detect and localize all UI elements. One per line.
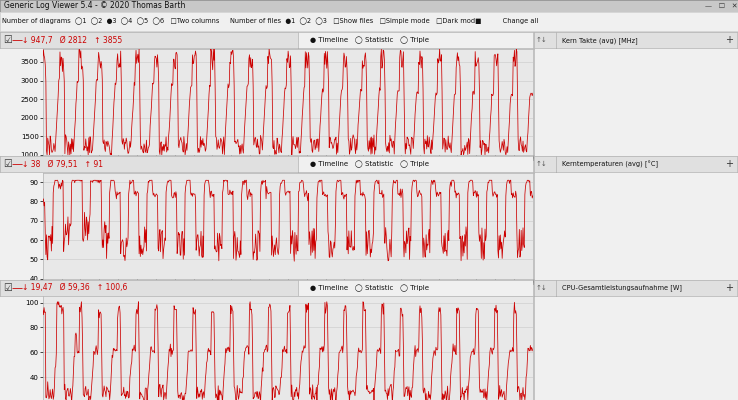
Text: —: — (12, 36, 23, 46)
Text: +: + (725, 159, 733, 169)
Text: ↑↓: ↑↓ (536, 161, 548, 167)
Text: Number of diagrams  ◯1  ◯2  ●3  ◯4  ◯5  ◯6   □Two columns     Number of files  ●: Number of diagrams ◯1 ◯2 ●3 ◯4 ◯5 ◯6 □Tw… (2, 18, 539, 25)
Text: ↑↓: ↑↓ (536, 285, 548, 291)
Text: ↓ 19,47   Ø 59,36   ↑ 100,6: ↓ 19,47 Ø 59,36 ↑ 100,6 (22, 283, 128, 292)
Text: —: — (12, 159, 23, 169)
Text: ● Timeline   ◯ Statistic   ◯ Triple: ● Timeline ◯ Statistic ◯ Triple (310, 284, 429, 292)
Text: +: + (725, 283, 733, 293)
Text: ↓ 947,7   Ø 2812   ↑ 3855: ↓ 947,7 Ø 2812 ↑ 3855 (22, 36, 123, 45)
Text: ☑: ☑ (4, 36, 13, 46)
X-axis label: Time: Time (278, 288, 297, 296)
Text: ↑↓: ↑↓ (536, 38, 548, 44)
Text: ☑: ☑ (4, 283, 13, 293)
Text: Kern Takte (avg) [MHz]: Kern Takte (avg) [MHz] (562, 37, 638, 44)
Text: ↓ 38   Ø 79,51   ↑ 91: ↓ 38 Ø 79,51 ↑ 91 (22, 160, 103, 169)
Text: CPU-Gesamtleistungsaufnahme [W]: CPU-Gesamtleistungsaufnahme [W] (562, 284, 682, 291)
Text: +: + (725, 36, 733, 46)
Text: —   ☐   ✕: — ☐ ✕ (705, 3, 737, 9)
Text: ● Timeline   ◯ Statistic   ◯ Triple: ● Timeline ◯ Statistic ◯ Triple (310, 37, 429, 44)
Text: Generic Log Viewer 5.4 - © 2020 Thomas Barth: Generic Log Viewer 5.4 - © 2020 Thomas B… (4, 2, 185, 10)
Text: ☑: ☑ (4, 159, 13, 169)
Text: ● Timeline   ◯ Statistic   ◯ Triple: ● Timeline ◯ Statistic ◯ Triple (310, 160, 429, 168)
Text: —: — (12, 283, 23, 293)
X-axis label: Time: Time (278, 164, 297, 173)
Text: Kerntemperaturen (avg) [°C]: Kerntemperaturen (avg) [°C] (562, 160, 658, 168)
